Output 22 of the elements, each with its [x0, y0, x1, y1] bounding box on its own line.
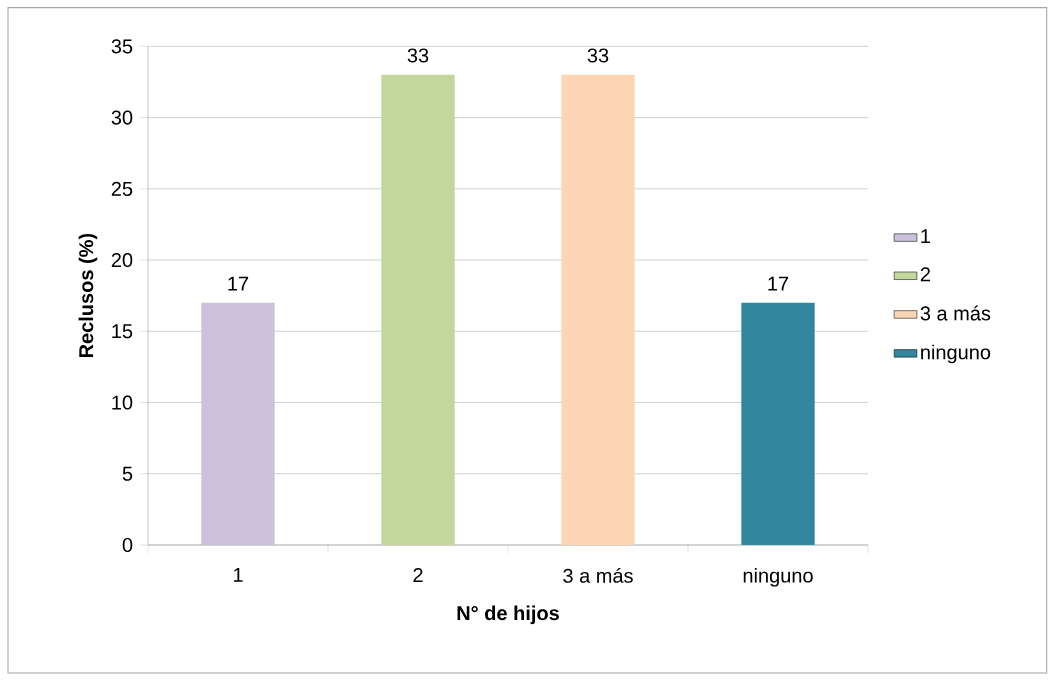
y-tick-label: 5 [122, 466, 133, 481]
y-tick-label: 25 [111, 181, 133, 196]
y-tick-label: 0 [122, 537, 133, 553]
legend-label: 1 [921, 229, 930, 243]
y-tick-label: 15 [112, 324, 133, 339]
data-label: 17 [228, 276, 249, 291]
x-tick-label: 2 [413, 567, 423, 582]
y-tick-label: 20 [111, 252, 133, 268]
data-label: 33 [587, 48, 609, 63]
y-axis-title: Reclusos (%) [78, 233, 98, 358]
legend-label: 3 a más [920, 305, 991, 321]
y-tick-label: 35 [111, 39, 133, 54]
x-tick-label: 1 [233, 567, 243, 582]
y-tick-label: 30 [111, 110, 133, 125]
legend-label: 2 [920, 267, 930, 282]
x-tick-label: 3 a más [563, 567, 633, 583]
x-tick-label: ninguno [743, 567, 813, 587]
legend-label: ninguno [921, 344, 991, 364]
data-label: 17 [768, 276, 789, 291]
data-label: 33 [407, 48, 429, 63]
y-tick-label: 10 [112, 395, 133, 410]
x-axis-title: N° de hijos [457, 605, 559, 625]
